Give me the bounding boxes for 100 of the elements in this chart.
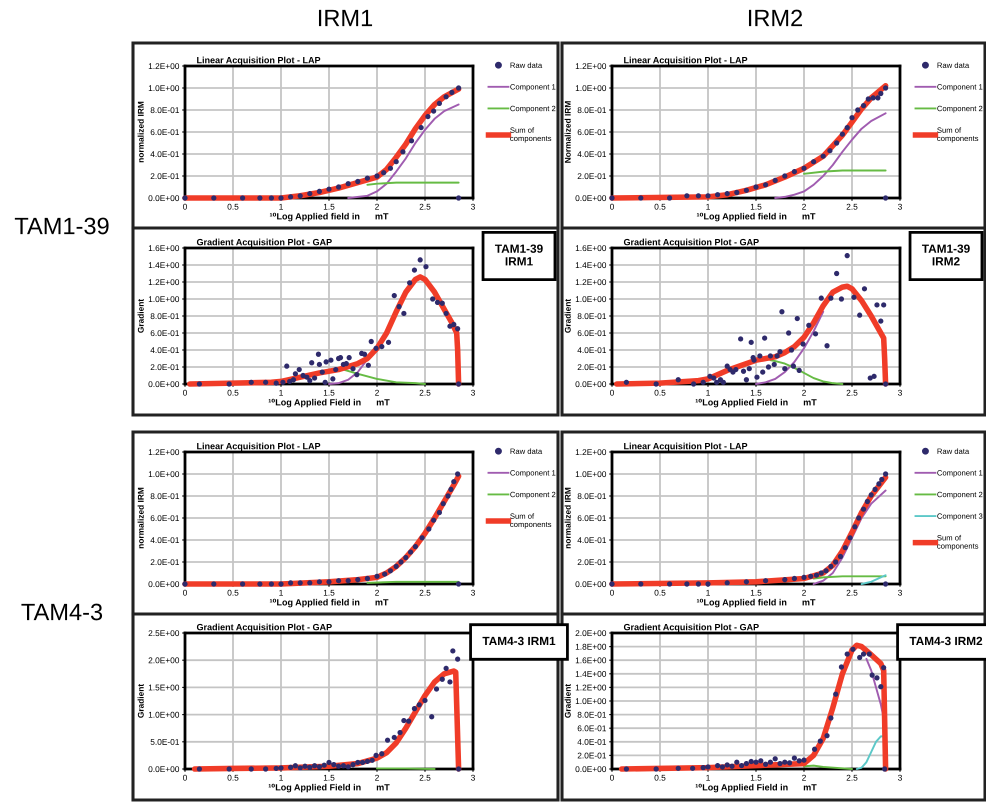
point [364,576,370,582]
point [878,318,884,324]
x-axis-title: ¹⁰Log Applied field in mT [270,598,388,608]
point [302,764,308,769]
point [638,195,644,201]
point [316,352,322,357]
point [226,766,232,772]
point [788,347,794,353]
y-tick-label: 1.2E+00 [576,684,606,690]
chart-title: Gradient Acquisition Plot - GAP [196,238,332,248]
point [856,515,862,521]
point [386,340,392,345]
point [782,173,788,179]
point [384,738,390,743]
point [355,577,360,582]
chart-title: Gradient Acquisition Plot - GAP [196,624,332,632]
x-tick-label: 1 [279,204,283,210]
y-tick-label: 4.0E-01 [150,537,180,544]
point [444,94,449,100]
point [654,766,659,772]
text: TAM1-39 IRM2 [922,244,970,266]
point [445,493,451,499]
point [444,310,449,316]
chart-title: Linear Acquisition Plot - LAP [624,442,748,452]
point [782,760,788,765]
point [346,578,351,584]
y-axis-title: Gradient [138,298,144,333]
point [331,762,336,768]
x-axis-title: ¹⁰Log Applied field in mT [270,212,388,222]
point [820,154,826,159]
point [855,107,860,113]
point [754,374,760,380]
point [298,580,303,586]
point [753,184,759,190]
point [796,758,802,764]
y-tick-label: 6.0E-01 [150,330,180,336]
point [364,758,370,764]
point [638,581,644,587]
point [316,579,322,584]
point [344,361,349,366]
point [733,366,738,372]
point [440,501,446,506]
point [794,316,800,322]
y-tick-label: 8.0E-01 [150,313,180,320]
x-tick-label: 2 [375,590,379,596]
x-tick-label: 1 [279,774,283,781]
y-tick-label: 2.0E-01 [150,559,180,566]
x-tick-label: 2 [802,590,806,596]
point [211,195,216,201]
point [878,684,884,690]
point [772,756,778,762]
y-tick-label: 6.0E-01 [578,330,606,336]
y-tick-label: 0.0E+00 [575,581,606,588]
point [883,381,888,387]
point [322,762,327,768]
point [370,758,375,763]
point [801,574,807,580]
point [624,766,629,772]
point [779,309,785,314]
y-tick-label: 1.0E+00 [148,85,180,92]
point [257,581,262,587]
point [324,359,329,364]
point [868,492,874,498]
y-tick-label: 1.2E+00 [576,63,606,70]
point [746,366,752,372]
chart-title: Linear Acquisition Plot - LAP [624,56,748,66]
point [874,302,880,308]
point [724,364,730,369]
point [330,376,336,382]
point [715,192,720,198]
chart-title: Linear Acquisition Plot - LAP [197,442,320,452]
point [738,336,744,342]
point [724,580,730,586]
point [316,188,322,194]
chart-title: Gradient Acquisition Plot - GAP [624,238,759,248]
point [667,195,672,201]
point [883,581,888,587]
y-tick-label: 6.0E-01 [578,515,606,522]
y-tick-label: 4.0E-01 [150,151,180,158]
y-tick-label: 0.0E+00 [148,766,180,772]
text: IRM2 [748,10,802,26]
point [772,362,777,368]
point [274,380,279,386]
point [870,672,875,678]
point [705,764,711,770]
point [711,375,716,381]
point [766,364,772,370]
point [866,96,871,102]
point [296,366,302,372]
point [609,195,615,201]
point [740,368,746,374]
point [292,763,298,768]
y-tick-label: 2.0E-01 [578,173,606,180]
point [436,100,442,106]
point [834,270,840,276]
y-tick-label: 1.6E+00 [576,245,606,252]
x-tick-label: 1.5 [750,774,762,781]
y-tick-label: 2.5E+00 [148,630,180,636]
y-tick-label: 1.0E+00 [148,296,180,302]
y-tick-label: 0.0E+00 [575,381,606,388]
